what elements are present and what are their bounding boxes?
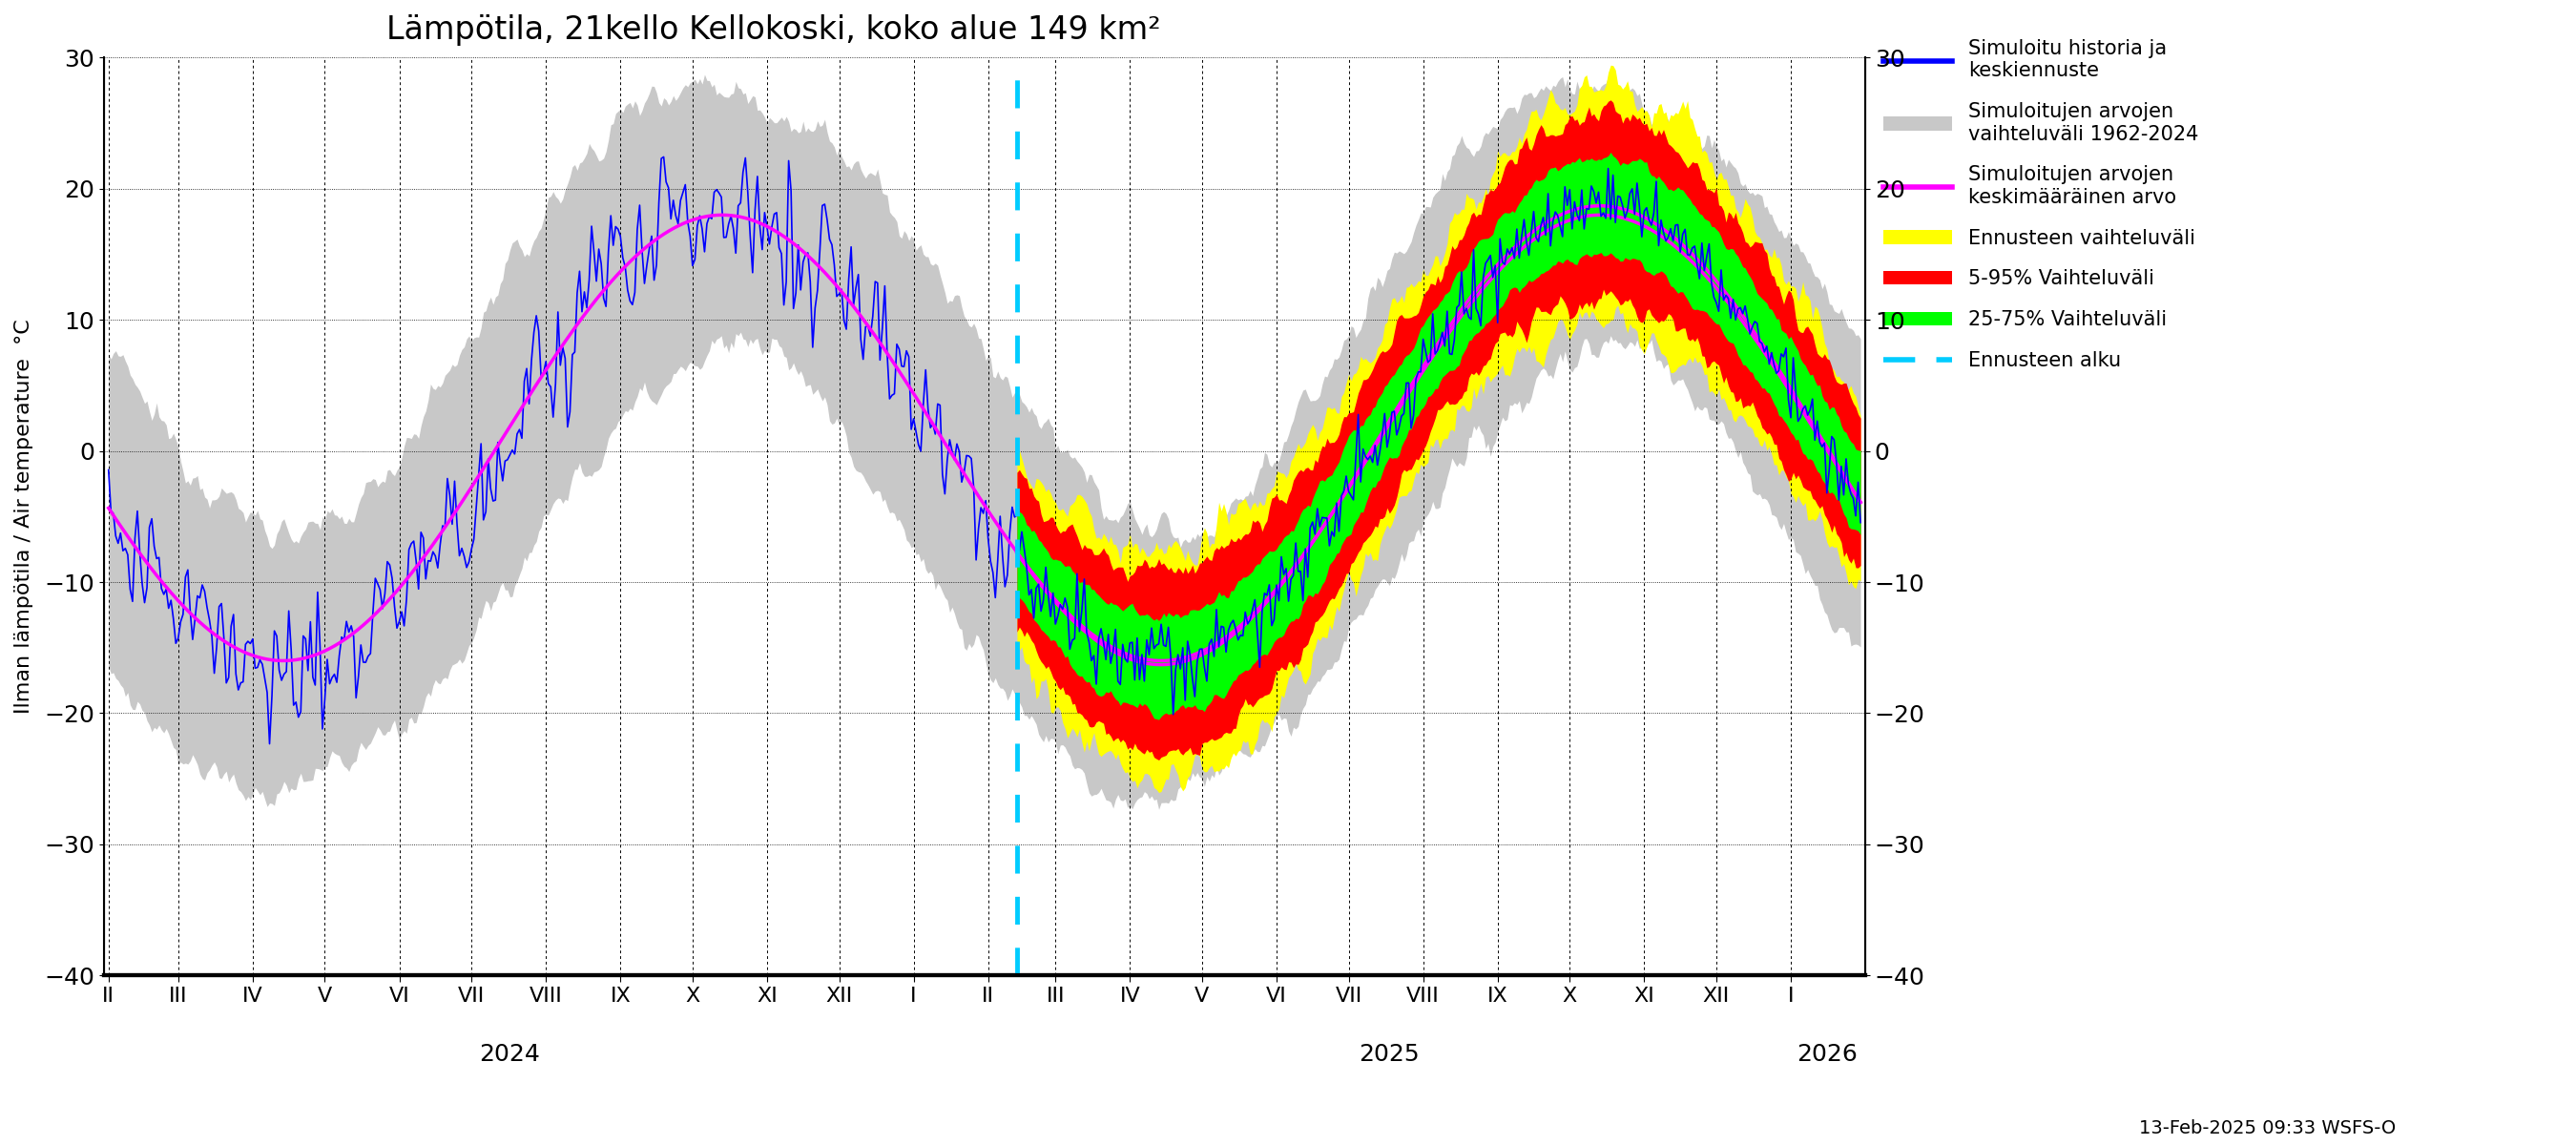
Text: 2026: 2026	[1795, 1042, 1857, 1065]
Y-axis label: Ilman lämpötila / Air temperature  °C: Ilman lämpötila / Air temperature °C	[15, 319, 33, 713]
Text: 13-Feb-2025 09:33 WSFS-O: 13-Feb-2025 09:33 WSFS-O	[2138, 1120, 2396, 1137]
Text: 2024: 2024	[479, 1042, 541, 1065]
Text: 2025: 2025	[1360, 1042, 1419, 1065]
Legend: Simuloitu historia ja
keskiennuste, Simuloitujen arvojen
vaihteluväli 1962-2024,: Simuloitu historia ja keskiennuste, Simu…	[1883, 39, 2200, 371]
Title: Lämpötila, 21kello Kellokoski, koko alue 149 km²: Lämpötila, 21kello Kellokoski, koko alue…	[386, 14, 1159, 46]
